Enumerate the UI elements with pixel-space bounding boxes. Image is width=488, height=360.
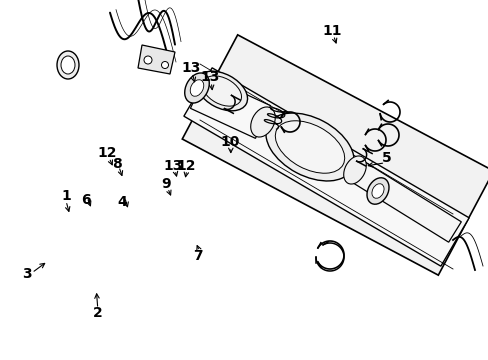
Text: 13: 13: [181, 62, 200, 75]
Ellipse shape: [196, 71, 247, 111]
Text: 10: 10: [220, 135, 239, 149]
Ellipse shape: [366, 178, 388, 204]
Ellipse shape: [343, 156, 366, 184]
Text: 8: 8: [112, 157, 122, 171]
Text: 13: 13: [163, 159, 183, 172]
Text: 1: 1: [61, 189, 71, 203]
Ellipse shape: [202, 76, 241, 106]
Text: 7: 7: [193, 249, 203, 262]
Polygon shape: [138, 45, 175, 74]
Text: 12: 12: [176, 159, 195, 172]
Ellipse shape: [275, 121, 344, 173]
Ellipse shape: [190, 80, 203, 96]
Text: 4: 4: [117, 195, 127, 208]
Ellipse shape: [57, 51, 79, 79]
Polygon shape: [348, 160, 460, 242]
Text: 12: 12: [98, 146, 117, 160]
Polygon shape: [182, 35, 488, 275]
Ellipse shape: [265, 113, 353, 181]
Text: 3: 3: [22, 267, 32, 280]
Text: 13: 13: [200, 71, 220, 84]
Ellipse shape: [371, 184, 383, 198]
Ellipse shape: [184, 73, 209, 103]
Text: 2: 2: [93, 306, 102, 320]
Ellipse shape: [161, 62, 168, 68]
Text: 5: 5: [381, 152, 390, 165]
Ellipse shape: [250, 107, 275, 137]
Polygon shape: [190, 76, 270, 138]
Text: 11: 11: [322, 24, 342, 37]
Ellipse shape: [61, 56, 75, 74]
Ellipse shape: [143, 56, 152, 64]
Polygon shape: [183, 68, 468, 266]
Text: 9: 9: [161, 177, 171, 190]
Text: 6: 6: [81, 193, 90, 207]
